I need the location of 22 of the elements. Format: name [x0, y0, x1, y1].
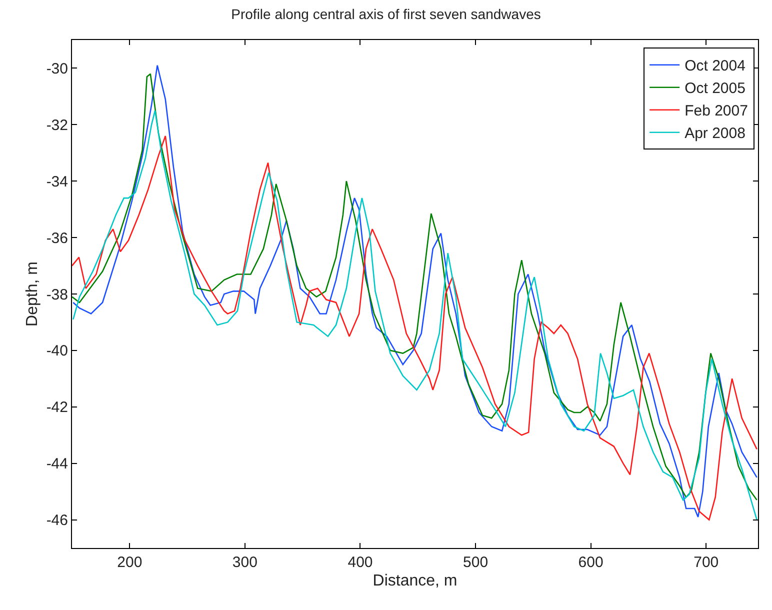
x-tick-label: 300 [232, 554, 258, 571]
x-tick-label: 600 [578, 554, 604, 571]
y-tick-label: -46 [46, 512, 68, 530]
y-tick-label: -30 [46, 60, 68, 78]
legend-label: Oct 2005 [684, 80, 746, 98]
x-tick-label: 700 [694, 554, 719, 571]
y-tick-label: -42 [46, 399, 68, 416]
x-tick-label: 400 [348, 554, 373, 571]
y-tick-label: -32 [46, 116, 68, 134]
chart-title: Profile along central axis of first seven sandwaves [231, 6, 541, 22]
x-axis-title: Distance, m [372, 572, 458, 590]
y-axis-title: Depth, m [24, 262, 42, 326]
legend-label: Feb 2007 [684, 102, 748, 120]
y-tick-label: -36 [46, 230, 68, 247]
y-tick-label: -34 [46, 173, 68, 190]
y-tick-label: -38 [46, 286, 68, 304]
x-tick-label: 500 [463, 554, 488, 571]
y-tick-label: -40 [46, 342, 68, 360]
y-tick-label: -44 [46, 456, 68, 473]
legend-label: Oct 2004 [684, 58, 746, 75]
legend-label: Apr 2008 [684, 125, 746, 142]
x-tick-label: 200 [117, 554, 142, 571]
